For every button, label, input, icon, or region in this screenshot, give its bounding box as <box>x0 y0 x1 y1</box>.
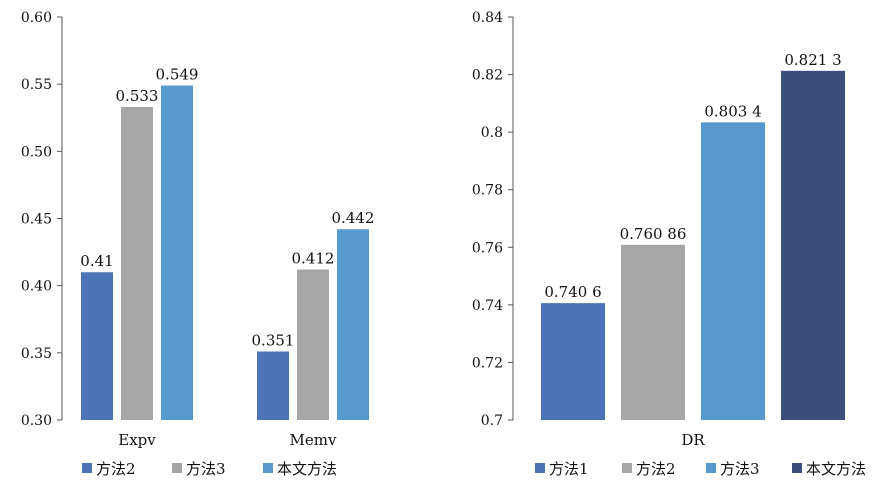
y-tick-label: 0.78 <box>472 183 503 199</box>
bar-dr-series-4 <box>781 70 845 420</box>
y-tick-label: 0.7 <box>481 413 503 429</box>
data-label: 0.442 <box>332 209 375 227</box>
legend-swatch <box>535 463 545 473</box>
bar-memv-series-3 <box>337 229 369 420</box>
chart-panel-1: 0.7 0.72 0.74 0.76 0.78 0.8 0.82 0.84 0.740 6 0.7… <box>472 10 866 478</box>
bar-memv-series-1 <box>257 351 289 420</box>
data-label: 0.760 86 <box>620 225 687 243</box>
y-tick-label: 0.84 <box>472 10 503 26</box>
data-label: 0.412 <box>292 250 335 268</box>
legend-label: 方法3 <box>720 460 760 478</box>
legend-swatch <box>172 463 182 473</box>
y-tick-label: 0.82 <box>472 68 503 84</box>
data-label: 0.41 <box>80 252 113 270</box>
bar-dr-series-2 <box>621 244 685 420</box>
bar-expv-series-2 <box>121 107 153 421</box>
data-label: 0.549 <box>156 66 199 84</box>
chart-panel-0: 0.30 0.35 0.40 0.45 0.50 0.55 0.60 0.41 0.533 0.5… <box>21 10 375 478</box>
legend-label: 方法3 <box>186 460 226 478</box>
data-label: 0.821 3 <box>784 51 841 69</box>
legend-swatch <box>792 463 802 473</box>
legend-label: 本文方法 <box>806 460 866 478</box>
y-tick-label: 0.35 <box>21 346 52 362</box>
legend-swatch <box>706 463 716 473</box>
x-category-label: Expv <box>118 431 156 449</box>
y-tick-label: 0.74 <box>472 298 503 314</box>
data-label: 0.351 <box>252 331 295 349</box>
x-category-label: Memv <box>290 431 337 449</box>
y-tick-label: 0.50 <box>21 144 52 160</box>
bar-expv-series-3 <box>161 85 193 420</box>
legend-swatch <box>263 463 273 473</box>
y-tick-label: 0.72 <box>472 355 503 371</box>
legend-label: 本文方法 <box>277 460 337 478</box>
data-label: 0.533 <box>116 87 159 105</box>
bar-dr-series-1 <box>541 303 605 420</box>
y-tick-label: 0.45 <box>21 212 52 228</box>
legend-label: 方法2 <box>96 460 136 478</box>
y-tick-label: 0.40 <box>21 279 52 295</box>
y-tick-label: 0.60 <box>21 10 52 26</box>
bar-expv-series-1 <box>81 272 113 420</box>
bar-memv-series-2 <box>297 269 329 420</box>
y-tick-label: 0.30 <box>21 413 52 429</box>
data-label: 0.803 4 <box>704 102 761 120</box>
legend-swatch <box>82 463 92 473</box>
y-tick-label: 0.55 <box>21 77 52 93</box>
legend-label: 方法2 <box>636 460 676 478</box>
legend-label: 方法1 <box>549 460 589 478</box>
x-category-label: DR <box>681 431 705 449</box>
y-tick-label: 0.8 <box>481 125 503 141</box>
data-label: 0.740 6 <box>544 283 601 301</box>
y-tick-label: 0.76 <box>472 240 503 256</box>
bar-dr-series-3 <box>701 122 765 420</box>
legend-swatch <box>622 463 632 473</box>
